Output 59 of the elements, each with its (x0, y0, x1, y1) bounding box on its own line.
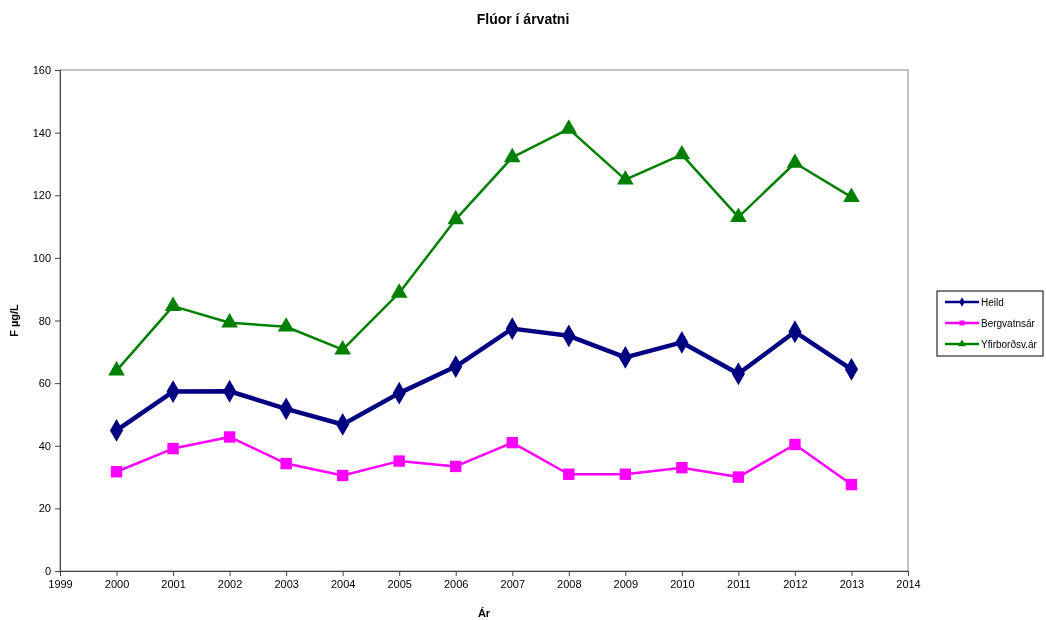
point (563, 468, 575, 480)
point (393, 455, 405, 467)
point (390, 283, 408, 298)
y-tick-label: 80 (38, 314, 51, 327)
y-tick-label: 0 (44, 565, 51, 578)
x-tick-label: 2000 (104, 577, 130, 590)
point (110, 466, 123, 478)
y-tick-label: 120 (32, 189, 51, 202)
x-tick-label: 1999 (48, 577, 73, 590)
point (730, 207, 747, 222)
point (334, 340, 351, 355)
x-tick-label: 2012 (783, 577, 808, 590)
point (843, 187, 860, 202)
y-axis-title: F µg/L (8, 303, 20, 337)
x-tick-label: 2011 (727, 577, 751, 590)
x-tick-label: 2009 (613, 577, 639, 590)
point (732, 471, 745, 483)
x-tick-label: 2002 (217, 577, 243, 590)
point (450, 460, 462, 473)
y-tick-label: 100 (32, 251, 51, 264)
point (223, 431, 236, 443)
point (506, 436, 518, 449)
point (673, 144, 691, 160)
x-tick-label: 2006 (443, 577, 469, 590)
x-tick-label: 2014 (896, 577, 921, 590)
point (560, 119, 578, 134)
x-tick-label: 2001 (161, 577, 186, 590)
x-tick-label: 2007 (500, 577, 526, 590)
legend-label: Bergvatnsár (981, 318, 1036, 329)
point (164, 296, 182, 311)
y-tick-label: 40 (38, 439, 51, 452)
point (447, 209, 465, 225)
y-tick-label: 60 (38, 377, 51, 390)
point (619, 468, 632, 480)
point (786, 153, 804, 168)
point (789, 438, 801, 451)
legend-label: Yfirborðsv.ár (981, 339, 1038, 350)
chart-title: Flúor í árvatni (476, 11, 570, 27)
y-tick-label: 20 (38, 502, 51, 515)
y-tick-label: 160 (32, 64, 51, 77)
x-tick-label: 2013 (839, 577, 865, 590)
point (676, 461, 688, 474)
point (845, 478, 858, 491)
y-tick-label: 140 (32, 126, 51, 139)
point (221, 313, 238, 328)
legend-label: Heild (981, 297, 1004, 308)
point (503, 147, 521, 163)
x-tick-label: 2010 (670, 577, 695, 590)
x-tick-label: 2008 (557, 577, 582, 590)
x-axis-title: Ár (477, 607, 491, 619)
x-tick-label: 2003 (274, 577, 299, 590)
x-tick-label: 2004 (330, 577, 356, 590)
point (108, 360, 125, 376)
point (280, 457, 292, 470)
point (617, 169, 634, 185)
x-tick-label: 2005 (387, 577, 412, 590)
point (336, 469, 349, 482)
point (277, 317, 295, 332)
point (167, 442, 179, 455)
